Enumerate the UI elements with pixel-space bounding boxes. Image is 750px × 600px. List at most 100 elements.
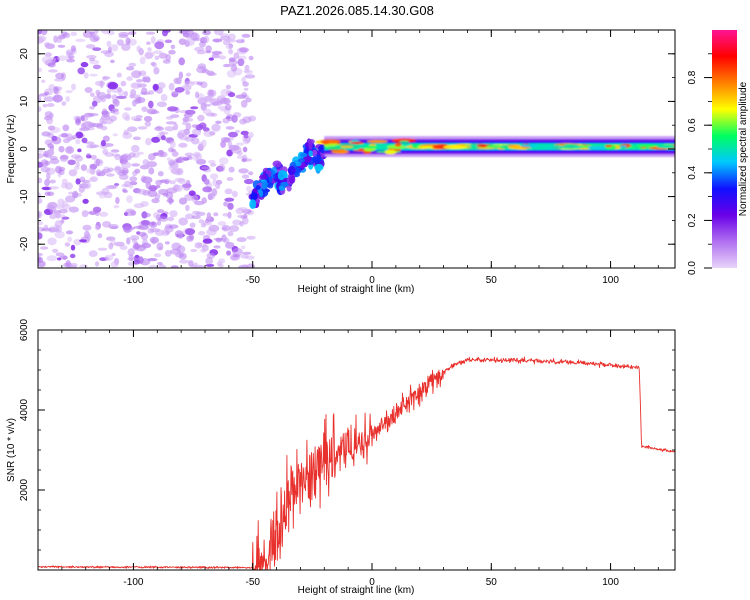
spectrogram-noise-blob <box>244 74 256 79</box>
spectrogram-noise-blob <box>215 179 223 185</box>
spectrogram-noise-blob <box>85 153 91 158</box>
spectrogram-noise-blob <box>151 62 158 68</box>
spectrogram-noise-blob <box>173 169 183 176</box>
spectrogram-noise-blob <box>89 106 95 110</box>
spectrogram-noise-blob <box>38 232 43 240</box>
spectrogram-noise-blob <box>52 248 59 253</box>
spectrogram-noise-blob <box>160 93 168 102</box>
spectrogram-noise-blob <box>142 212 151 218</box>
spectrogram-noise-blob <box>228 92 236 98</box>
spectrogram-onset-blob <box>261 180 267 190</box>
spectrogram-x-tick-label: 0 <box>369 275 375 286</box>
spectrogram-noise-blob <box>148 264 158 268</box>
spectrogram-noise-blob <box>243 133 249 139</box>
spectrogram-noise-blob <box>44 179 50 187</box>
spectrogram-noise-blob <box>146 41 151 45</box>
spectrogram-noise-blob <box>227 211 232 219</box>
spectrogram-noise-blob <box>228 59 238 66</box>
spectrogram-noise-blob <box>114 165 122 174</box>
spectrogram-noise-blob <box>124 107 132 111</box>
spectrogram-noise-blob <box>38 212 41 219</box>
spectrogram-noise-blob <box>150 221 156 226</box>
spectrogram-onset-blob <box>289 175 296 184</box>
spectrogram-noise-blob <box>211 123 221 132</box>
spectrogram-noise-blob <box>178 217 188 226</box>
spectrogram-noise-blob <box>139 258 151 266</box>
spectrogram-noise-blob <box>197 93 205 100</box>
spectrogram-noise-blob <box>65 195 76 203</box>
spectrogram-noise-blob <box>240 100 248 108</box>
spectrogram-noise-blob <box>43 96 55 102</box>
spectrogram-noise-blob <box>79 176 86 183</box>
spectrogram-noise-blob <box>197 114 205 122</box>
spectrogram-noise-blob <box>70 244 76 251</box>
figure-title: PAZ1.2026.085.14.30.G08 <box>280 3 434 18</box>
spectrogram-noise-blob <box>128 62 137 67</box>
spectrogram-noise-blob <box>119 174 129 180</box>
spectrogram-noise-blob <box>223 237 230 244</box>
spectrogram-noise-blob <box>123 90 128 97</box>
spectrogram-noise-blob <box>215 237 223 243</box>
spectrogram-tone-blob <box>556 145 583 149</box>
spectrogram-noise-blob <box>221 224 231 232</box>
spectrogram-noise-blob <box>102 135 110 142</box>
spectrogram-noise-blob <box>46 132 54 138</box>
spectrogram-noise-blob <box>147 47 152 52</box>
spectrogram-y-tick-label: -10 <box>19 189 30 204</box>
spectrogram-noise-blob <box>95 80 106 87</box>
spectrogram-noise-blob <box>154 55 160 60</box>
spectrogram-noise-blob <box>86 55 97 59</box>
spectrogram-noise-blob <box>220 88 231 97</box>
spectrogram-noise-blob <box>245 97 252 103</box>
spectrogram-noise-blob <box>193 151 201 158</box>
spectrogram-noise-blob <box>238 207 248 212</box>
spectrogram-noise-blob <box>219 157 229 165</box>
spectrogram-noise-blob <box>48 69 58 73</box>
spectrogram-noise-blob <box>72 190 79 199</box>
spectrogram-noise-blob <box>165 241 170 245</box>
spectrogram-noise-blob <box>233 52 240 60</box>
spectrogram-noise-blob <box>77 192 82 197</box>
spectrogram-noise-blob <box>178 142 188 148</box>
spectrogram-noise-blob <box>157 261 163 266</box>
spectrogram-noise-blob <box>80 164 87 172</box>
spectrogram-noise-blob <box>49 179 56 184</box>
spectrogram-noise-blob <box>185 90 191 95</box>
spectrogram-x-tick-label: 100 <box>602 275 619 286</box>
spectrogram-noise-blob <box>89 57 96 62</box>
spectrogram-tone-blob <box>399 140 410 143</box>
spectrogram-noise-blob <box>65 230 74 235</box>
spectrogram-noise-blob <box>191 137 200 145</box>
spectrogram-noise-blob <box>128 184 134 189</box>
spectrogram-noise-blob <box>238 168 249 174</box>
spectrogram-noise-blob <box>202 238 213 244</box>
spectrogram-noise-blob <box>206 252 216 259</box>
snr-frame <box>37 329 676 571</box>
spectrogram-noise-blob <box>103 191 113 199</box>
spectrogram-noise-blob <box>217 97 222 101</box>
spectrogram-noise-blob <box>133 244 142 249</box>
spectrogram-noise-blob <box>116 39 124 46</box>
spectrogram-noise-blob <box>151 136 161 143</box>
spectrogram-noise-blob <box>201 166 211 170</box>
spectrogram-noise-blob <box>239 118 247 125</box>
spectrogram-noise-blob <box>90 92 95 97</box>
spectrogram-noise-blob <box>207 72 217 76</box>
spectrogram-noise-blob <box>51 136 62 145</box>
spectrogram-noise-blob <box>38 260 46 268</box>
spectrogram-noise-blob <box>222 117 230 124</box>
spectrogram-noise-blob <box>75 161 80 168</box>
spectrogram-noise-blob <box>105 93 112 99</box>
spectrogram-tone-blob <box>656 144 675 149</box>
spectrogram-noise-blob <box>113 204 120 209</box>
spectrogram-noise-blob <box>147 228 155 234</box>
spectrogram-y-tick-label: 10 <box>19 95 30 107</box>
spectrogram-noise-blob <box>178 71 184 80</box>
spectrogram-noise-blob <box>211 54 220 59</box>
spectrogram-noise-blob <box>97 160 103 164</box>
spectrogram-tone-blob <box>636 144 656 148</box>
spectrogram-noise-blob <box>130 82 142 89</box>
spectrogram-noise-blob <box>112 99 119 105</box>
spectrogram-x-tick-label: 50 <box>486 275 498 286</box>
spectrogram-noise-blob <box>104 254 114 261</box>
